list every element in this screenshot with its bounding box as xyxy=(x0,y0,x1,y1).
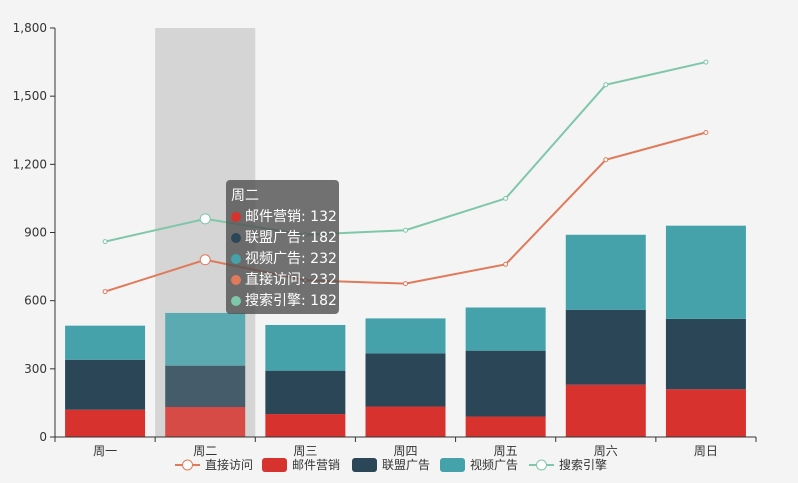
bar-segment[interactable] xyxy=(365,406,446,437)
legend-symbol-rect[interactable] xyxy=(262,458,287,472)
line-point[interactable] xyxy=(503,261,509,267)
bar-segment[interactable] xyxy=(465,350,546,417)
tooltip-dot xyxy=(231,212,241,222)
legend-label[interactable]: 邮件营销 xyxy=(292,458,340,472)
y-tick-label: 900 xyxy=(24,226,47,240)
legend-symbol-rect[interactable] xyxy=(352,458,377,472)
bar-segment[interactable] xyxy=(65,325,146,360)
bar-segment[interactable] xyxy=(65,359,146,410)
bar-segment[interactable] xyxy=(465,307,546,351)
tooltip: 周二 邮件营销: 132 联盟广告: 182 视频广告: 232 直接访问: 2… xyxy=(226,180,339,314)
y-tick-label: 300 xyxy=(24,362,47,376)
tooltip-row-text: 联盟广告: 182 xyxy=(245,230,337,246)
bar-segment[interactable] xyxy=(65,409,146,437)
legend-label[interactable]: 视频广告 xyxy=(470,457,518,472)
bar-segment[interactable] xyxy=(365,353,446,407)
tooltip-title: 周二 xyxy=(231,188,259,204)
x-tick-label: 周一 xyxy=(93,444,117,458)
tooltip-row-text: 直接访问: 232 xyxy=(245,272,337,288)
bar-segment[interactable] xyxy=(265,414,346,437)
bar-segment[interactable] xyxy=(165,312,246,366)
tooltip-row-text: 搜索引擎: 182 xyxy=(245,293,337,309)
tooltip-row-text: 邮件营销: 132 xyxy=(245,209,337,225)
bar-segment[interactable] xyxy=(665,318,746,390)
y-tick-label: 0 xyxy=(39,430,47,444)
legend-symbol-marker[interactable] xyxy=(536,459,547,471)
line-point[interactable] xyxy=(199,254,211,266)
line-point[interactable] xyxy=(703,59,709,65)
tooltip-row: 搜索引擎: 182 xyxy=(231,291,337,312)
bar-segment[interactable] xyxy=(565,384,646,437)
line-point[interactable] xyxy=(199,213,211,225)
legend-symbol-rect[interactable] xyxy=(440,458,465,472)
line-point[interactable] xyxy=(403,281,408,287)
bar-segment[interactable] xyxy=(365,318,446,354)
line-point[interactable] xyxy=(503,195,509,201)
tooltip-dot xyxy=(231,233,241,243)
x-tick-label: 周二 xyxy=(193,444,217,458)
legend-symbol-marker[interactable] xyxy=(182,459,193,471)
bar-segment[interactable] xyxy=(665,389,746,437)
x-tick-label: 周日 xyxy=(694,444,718,458)
bar-segment[interactable] xyxy=(565,309,646,385)
legend-label[interactable]: 联盟广告 xyxy=(382,458,430,472)
tooltip-row-text: 视频广告: 232 xyxy=(245,251,337,267)
bar-segment[interactable] xyxy=(265,324,346,371)
line-point[interactable] xyxy=(603,157,609,163)
legend-label[interactable]: 搜索引擎 xyxy=(559,457,607,472)
tooltip-row: 直接访问: 232 xyxy=(231,270,337,291)
x-tick-label: 周三 xyxy=(293,444,317,458)
y-tick-label: 1,200 xyxy=(13,157,47,171)
line-point[interactable] xyxy=(102,239,108,245)
line-point[interactable] xyxy=(403,227,408,233)
line-point[interactable] xyxy=(102,289,108,295)
y-tick-label: 1,500 xyxy=(13,89,47,103)
y-tick-label: 1,800 xyxy=(13,21,47,35)
tooltip-row: 联盟广告: 182 xyxy=(231,228,337,249)
bar-segment[interactable] xyxy=(165,365,246,408)
tooltip-dot xyxy=(231,254,241,264)
x-tick-label: 周五 xyxy=(494,444,518,458)
line-point[interactable] xyxy=(703,130,709,136)
y-tick-label: 600 xyxy=(24,294,47,308)
tooltip-dot xyxy=(231,296,241,306)
bar-segment[interactable] xyxy=(665,225,746,319)
bar-segment[interactable] xyxy=(565,234,646,310)
x-tick-label: 周六 xyxy=(594,444,618,458)
legend-label[interactable]: 直接访问 xyxy=(205,457,253,472)
tooltip-row: 视频广告: 232 xyxy=(231,249,337,270)
bar-segment[interactable] xyxy=(465,416,546,437)
bar-segment[interactable] xyxy=(265,370,346,415)
line-point[interactable] xyxy=(603,82,609,88)
x-tick-label: 周四 xyxy=(393,444,417,458)
tooltip-row: 邮件营销: 132 xyxy=(231,207,337,228)
bar-segment[interactable] xyxy=(165,407,246,437)
tooltip-dot xyxy=(231,275,241,285)
